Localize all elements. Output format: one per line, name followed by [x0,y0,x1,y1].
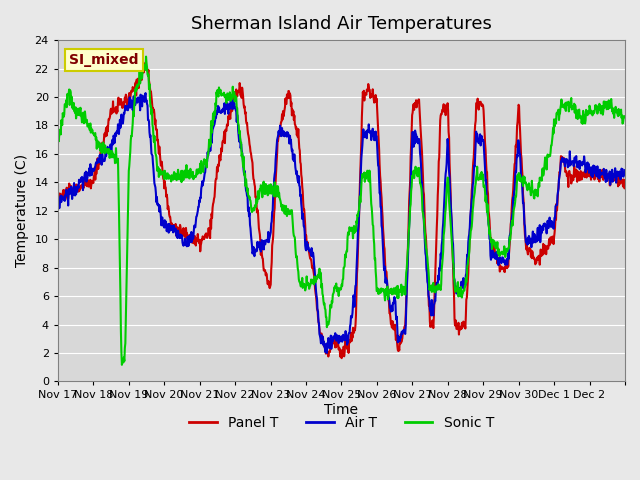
Panel T [497,266,505,272]
Sonic T [54,144,61,150]
Air T [621,168,629,173]
Air T [141,90,149,96]
Line: Air T: Air T [58,93,625,353]
Air T [143,97,150,103]
Panel T [621,183,629,189]
Air T [557,159,564,165]
Sonic T [557,102,564,108]
Air T [557,164,564,170]
Panel T [116,99,124,105]
Title: Sherman Island Air Temperatures: Sherman Island Air Temperatures [191,15,492,33]
Sonic T [116,262,124,267]
Air T [116,117,124,123]
Line: Sonic T: Sonic T [58,57,625,365]
Panel T [400,329,408,335]
Line: Panel T: Panel T [58,62,625,358]
Air T [400,329,408,335]
Sonic T [142,54,150,60]
Panel T [557,161,564,167]
Sonic T [497,251,505,256]
Panel T [54,189,61,195]
Panel T [143,67,150,73]
Legend: Panel T, Air T, Sonic T: Panel T, Air T, Sonic T [184,411,499,436]
Sonic T [621,114,629,120]
Panel T [557,153,564,159]
Sonic T [557,105,564,111]
Panel T [338,355,346,361]
X-axis label: Time: Time [324,403,358,417]
Air T [323,350,331,356]
Text: SI_mixed: SI_mixed [69,53,139,67]
Sonic T [143,64,151,70]
Air T [54,195,61,201]
Y-axis label: Temperature (C): Temperature (C) [15,154,29,267]
Sonic T [118,362,125,368]
Sonic T [400,288,408,294]
Air T [497,260,505,266]
Panel T [141,60,149,65]
